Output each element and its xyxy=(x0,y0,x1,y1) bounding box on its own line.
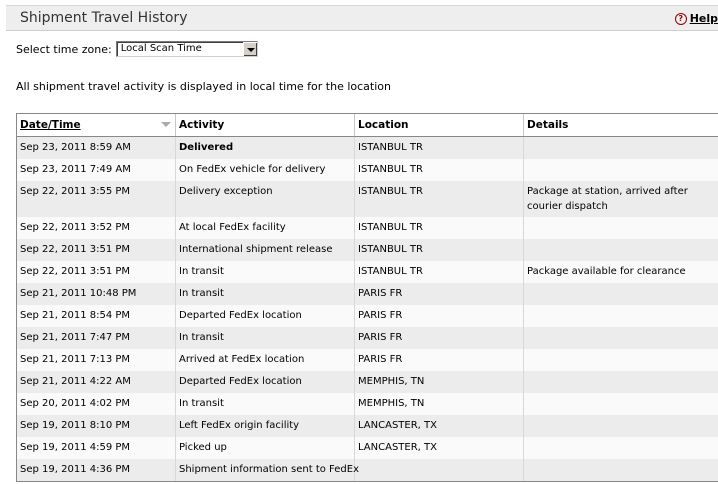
cell-location: ISTANBUL TR xyxy=(354,136,524,159)
cell-details xyxy=(523,437,718,459)
table-row: Sep 21, 2011 10:48 PM In transit PARIS FR xyxy=(16,283,718,305)
cell-date: Sep 23, 2011 8:59 AM xyxy=(16,136,176,159)
cell-activity: In transit xyxy=(175,261,355,283)
cell-date: Sep 22, 2011 3:51 PM xyxy=(16,239,176,261)
table-row: Sep 22, 2011 3:51 PM In transit ISTANBUL T… xyxy=(16,261,718,283)
page-header: Shipment Travel History ? Help xyxy=(6,5,718,31)
table-row: Sep 19, 2011 8:10 PM Left FedEx origin fa… xyxy=(16,415,718,437)
cell-date: Sep 19, 2011 4:36 PM xyxy=(16,459,176,482)
table-row: Sep 23, 2011 8:59 AM Delivered ISTANBUL TR xyxy=(16,136,718,159)
cell-location: ISTANBUL TR xyxy=(354,239,524,261)
cell-details xyxy=(523,327,718,349)
cell-activity: In transit xyxy=(175,283,355,305)
cell-activity: Left FedEx origin facility xyxy=(175,415,355,437)
cell-activity: Departed FedEx location xyxy=(175,305,355,327)
cell-activity: In transit xyxy=(175,393,355,415)
cell-details xyxy=(523,239,718,261)
cell-details: Package available for clearance xyxy=(523,261,718,283)
cell-location: ISTANBUL TR xyxy=(354,261,524,283)
page-title: Shipment Travel History xyxy=(20,10,188,26)
table-row: Sep 22, 2011 3:55 PM Delivery exception IS… xyxy=(16,181,718,217)
column-header-activity: Activity xyxy=(175,113,355,137)
cell-location: LANCASTER, TX xyxy=(354,437,524,459)
cell-activity: At local FedEx facility xyxy=(175,217,355,239)
cell-date: Sep 21, 2011 7:47 PM xyxy=(16,327,176,349)
question-icon[interactable]: ? xyxy=(674,12,687,25)
cell-details xyxy=(523,159,718,181)
cell-date: Sep 21, 2011 10:48 PM xyxy=(16,283,176,305)
timezone-selected-value[interactable]: Local Scan Time xyxy=(120,43,202,54)
table-row: Sep 21, 2011 8:54 PM Departed FedEx locat… xyxy=(16,305,718,327)
cell-date: Sep 21, 2011 4:22 AM xyxy=(16,371,176,393)
table-row: Sep 22, 2011 3:52 PM At local FedEx facil… xyxy=(16,217,718,239)
table-row: Sep 19, 2011 4:59 PM Picked up LANCASTER, … xyxy=(16,437,718,459)
cell-details xyxy=(523,459,718,482)
cell-location: PARIS FR xyxy=(354,349,524,371)
cell-location: ISTANBUL TR xyxy=(354,159,524,181)
cell-location: PARIS FR xyxy=(354,305,524,327)
table-row: Sep 19, 2011 4:36 PM Shipment information… xyxy=(16,459,718,482)
cell-activity: Arrived at FedEx location xyxy=(175,349,355,371)
table-row: Sep 21, 2011 4:22 AM Departed FedEx locat… xyxy=(16,371,718,393)
table-row: Sep 22, 2011 3:51 PM International shipme… xyxy=(16,239,718,261)
chevron-down-icon[interactable] xyxy=(242,42,257,56)
cell-location: PARIS FR xyxy=(354,283,524,305)
cell-date: Sep 22, 2011 3:52 PM xyxy=(16,217,176,239)
cell-details: Package at station, arrived after courie… xyxy=(523,181,718,217)
cell-date: Sep 22, 2011 3:55 PM xyxy=(16,181,176,217)
column-header-date-label[interactable]: Date/Time xyxy=(20,119,81,131)
cell-details xyxy=(523,349,718,371)
cell-location: ISTANBUL TR xyxy=(354,181,524,217)
column-header-date[interactable]: Date/Time xyxy=(16,113,176,137)
cell-details xyxy=(523,217,718,239)
sort-arrow-icon[interactable] xyxy=(161,122,171,127)
cell-activity: On FedEx vehicle for delivery xyxy=(175,159,355,181)
table-row: Sep 20, 2011 4:02 PM In transit MEMPHIS, T… xyxy=(16,393,718,415)
cell-location: MEMPHIS, TN xyxy=(354,393,524,415)
table-row: Sep 21, 2011 7:13 PM Arrived at FedEx loc… xyxy=(16,349,718,371)
cell-details xyxy=(523,283,718,305)
cell-date: Sep 19, 2011 8:10 PM xyxy=(16,415,176,437)
cell-date: Sep 19, 2011 4:59 PM xyxy=(16,437,176,459)
table-header-row: Date/Time Activity Location Details xyxy=(16,113,718,137)
help-link[interactable]: ? Help xyxy=(674,12,718,25)
cell-location xyxy=(354,459,524,482)
cell-date: Sep 21, 2011 8:54 PM xyxy=(16,305,176,327)
cell-location: ISTANBUL TR xyxy=(354,217,524,239)
cell-activity: Delivered xyxy=(175,136,355,159)
cell-date: Sep 21, 2011 7:13 PM xyxy=(16,349,176,371)
timezone-row: Select time zone: Local Scan Time xyxy=(16,41,258,57)
cell-details xyxy=(523,393,718,415)
cell-details xyxy=(523,415,718,437)
cell-details xyxy=(523,136,718,159)
cell-location: LANCASTER, TX xyxy=(354,415,524,437)
cell-location: MEMPHIS, TN xyxy=(354,371,524,393)
timezone-select[interactable]: Local Scan Time xyxy=(115,41,258,57)
cell-date: Sep 22, 2011 3:51 PM xyxy=(16,261,176,283)
table-row: Sep 21, 2011 7:47 PM In transit PARIS FR xyxy=(16,327,718,349)
cell-activity: Delivery exception xyxy=(175,181,355,217)
cell-activity: In transit xyxy=(175,327,355,349)
cell-activity: Departed FedEx location xyxy=(175,371,355,393)
cell-date: Sep 23, 2011 7:49 AM xyxy=(16,159,176,181)
column-header-details: Details xyxy=(523,113,718,137)
cell-location: PARIS FR xyxy=(354,327,524,349)
cell-activity: Shipment information sent to FedEx xyxy=(175,459,359,482)
info-text: All shipment travel activity is displaye… xyxy=(16,80,391,93)
table-row: Sep 23, 2011 7:49 AM On FedEx vehicle for… xyxy=(16,159,718,181)
column-header-location: Location xyxy=(354,113,524,137)
cell-date: Sep 20, 2011 4:02 PM xyxy=(16,393,176,415)
cell-details xyxy=(523,305,718,327)
cell-details xyxy=(523,371,718,393)
cell-activity: Picked up xyxy=(175,437,355,459)
travel-history-table: Date/Time Activity Location Details Sep … xyxy=(16,113,718,482)
cell-activity: International shipment release xyxy=(175,239,355,261)
timezone-label: Select time zone: xyxy=(16,42,112,56)
help-label[interactable]: Help xyxy=(689,12,718,25)
